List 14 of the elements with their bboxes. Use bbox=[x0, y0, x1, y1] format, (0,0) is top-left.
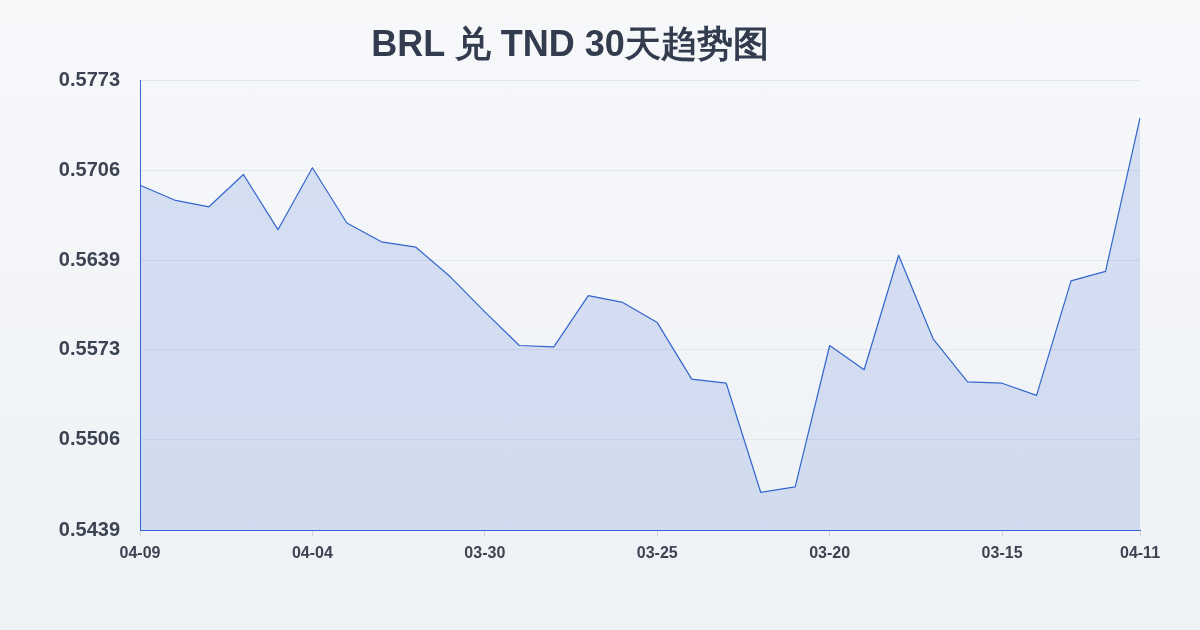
x-tick-label: 04-09 bbox=[119, 544, 161, 562]
y-tick-label: 0.5506 bbox=[58, 427, 120, 450]
x-tick-label: 03-25 bbox=[636, 544, 678, 562]
y-tick-label: 0.5439 bbox=[58, 517, 120, 540]
chart-title: BRL 兑 TND 30天趋势图 bbox=[371, 22, 769, 64]
x-tick-label: 03-30 bbox=[464, 544, 506, 562]
y-tick-label: 0.5639 bbox=[58, 248, 120, 271]
y-tick-label: 0.5706 bbox=[58, 157, 120, 180]
x-tick-label: 03-15 bbox=[981, 544, 1023, 562]
y-tick-label: 0.5773 bbox=[58, 67, 120, 90]
x-tick-label: 04-04 bbox=[291, 544, 333, 562]
x-tick-label: 03-20 bbox=[809, 544, 851, 562]
x-tick-label: 04-11 bbox=[1119, 544, 1161, 562]
y-tick-label: 0.5573 bbox=[58, 337, 120, 360]
